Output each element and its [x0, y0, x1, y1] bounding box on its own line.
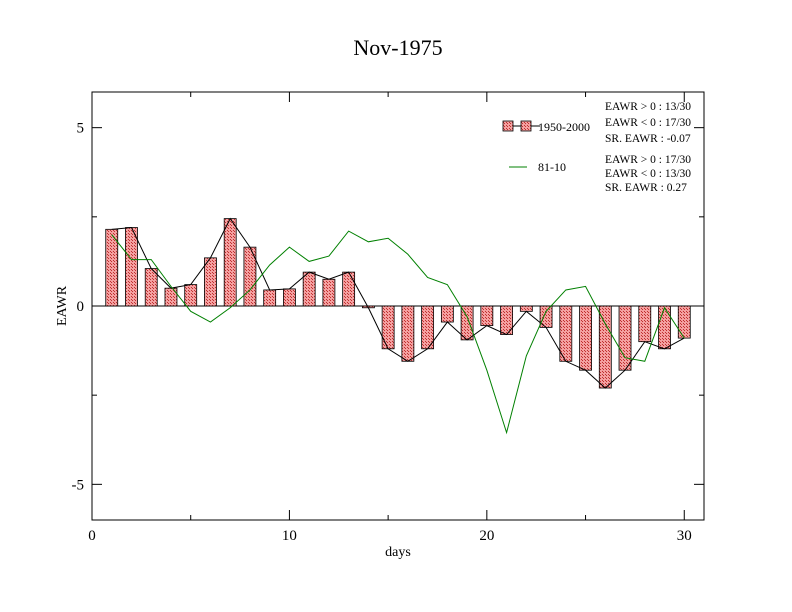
bar-day-26	[598, 305, 612, 389]
bar-day-28	[638, 305, 652, 343]
bar-day-9	[263, 289, 277, 307]
bars-series-1950-2000	[105, 218, 691, 389]
bar-day-13	[342, 271, 356, 307]
legend-swatch-bar-left	[502, 120, 514, 132]
line-series-81-10	[111, 230, 685, 435]
x-axis-label: days	[385, 545, 411, 560]
y-tick-label-5: 5	[77, 121, 85, 137]
x-tick-label-20: 20	[479, 528, 494, 544]
stats-81-10-sr: SR. EAWR : 0.27	[605, 182, 687, 194]
bar-day-6	[204, 257, 217, 307]
bar-day-27	[618, 305, 632, 371]
line-series-1950-2000	[111, 217, 685, 389]
x-tick-label-30: 30	[677, 528, 692, 544]
bar-day-11	[302, 271, 316, 307]
x-tick-label-0: 0	[88, 528, 96, 544]
x-axis-ticks: 0 10 20 30	[88, 92, 692, 544]
bar-day-22	[519, 305, 533, 312]
x-tick-label-10: 10	[282, 528, 297, 544]
stats-1950-2000-positive: EAWR > 0 : 13/30	[605, 101, 691, 113]
bar-day-12	[322, 278, 336, 307]
bar-day-15	[381, 305, 395, 350]
stats-81-10-positive: EAWR > 0 : 17/30	[605, 154, 691, 166]
bar-day-19	[460, 305, 474, 341]
bar-day-4	[164, 287, 178, 307]
bar-day-16	[401, 305, 415, 362]
bar-day-18	[440, 305, 454, 323]
bar-day-24	[559, 305, 573, 362]
series-lines	[111, 217, 685, 435]
legend-swatch-bar-right	[520, 120, 532, 132]
stats-81-10-negative: EAWR < 0 : 13/30	[605, 168, 691, 180]
bar-day-1	[105, 228, 119, 307]
legend: 1950-2000 81-10 EAWR > 0 : 13/30 EAWR < …	[502, 101, 691, 194]
chart-title: Nov-1975	[353, 35, 442, 60]
bar-day-25	[579, 305, 592, 371]
bar-day-7	[223, 218, 237, 307]
bar-day-29	[658, 305, 671, 350]
stats-1950-2000-sr: SR. EAWR : -0.07	[605, 133, 691, 145]
bar-day-3	[144, 268, 158, 307]
bar-day-20	[480, 305, 494, 327]
legend-label-1950-2000: 1950-2000	[538, 120, 590, 134]
bar-day-10	[283, 288, 296, 307]
y-tick-label-0: 0	[77, 299, 85, 315]
y-axis-label: EAWR	[55, 285, 70, 326]
bar-day-5	[184, 284, 198, 307]
stats-1950-2000-negative: EAWR < 0 : 17/30	[605, 117, 691, 129]
y-axis-ticks: -5 0 5	[72, 121, 704, 493]
legend-label-81-10: 81-10	[538, 160, 566, 174]
bar-day-30	[677, 305, 691, 339]
bar-day-2	[125, 227, 138, 307]
y-tick-label--5: -5	[72, 477, 85, 493]
